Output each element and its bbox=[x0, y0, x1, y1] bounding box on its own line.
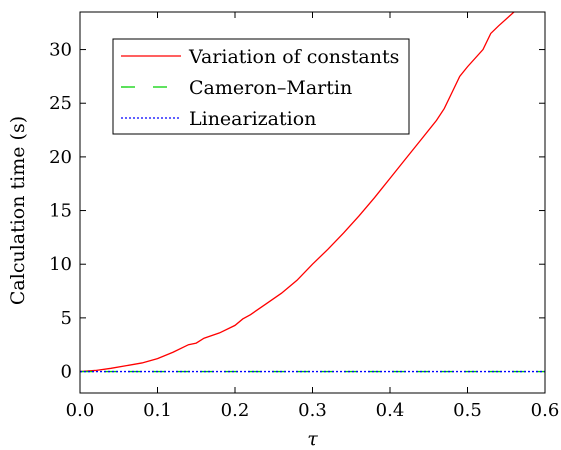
y-tick-label: 25 bbox=[49, 93, 72, 114]
y-tick-label: 5 bbox=[61, 308, 72, 329]
x-tick-label: 0.5 bbox=[453, 400, 482, 421]
y-tick-label: 15 bbox=[49, 201, 72, 222]
y-tick-label: 30 bbox=[49, 40, 72, 61]
y-tick-label: 0 bbox=[61, 362, 72, 383]
legend-label: Linearization bbox=[189, 108, 316, 130]
legend-label: Cameron–Martin bbox=[189, 77, 352, 99]
x-tick-label: 0.0 bbox=[66, 400, 95, 421]
y-tick-label: 10 bbox=[49, 254, 72, 275]
x-tick-label: 0.2 bbox=[221, 400, 250, 421]
x-tick-label: 0.3 bbox=[298, 400, 327, 421]
x-axis-label: τ bbox=[307, 428, 318, 450]
y-tick-label: 20 bbox=[49, 147, 72, 168]
x-tick-label: 0.1 bbox=[143, 400, 172, 421]
legend-label: Variation of constants bbox=[188, 46, 399, 68]
plot-area-frame bbox=[79, 11, 546, 394]
y-axis-label: Calculation time (s) bbox=[7, 116, 29, 305]
series-line-1 bbox=[80, 12, 516, 373]
legend: Variation of constants Cameron–Martin Line… bbox=[112, 38, 410, 135]
x-tick-label: 0.6 bbox=[531, 400, 560, 421]
x-tick-label: 0.4 bbox=[376, 400, 405, 421]
